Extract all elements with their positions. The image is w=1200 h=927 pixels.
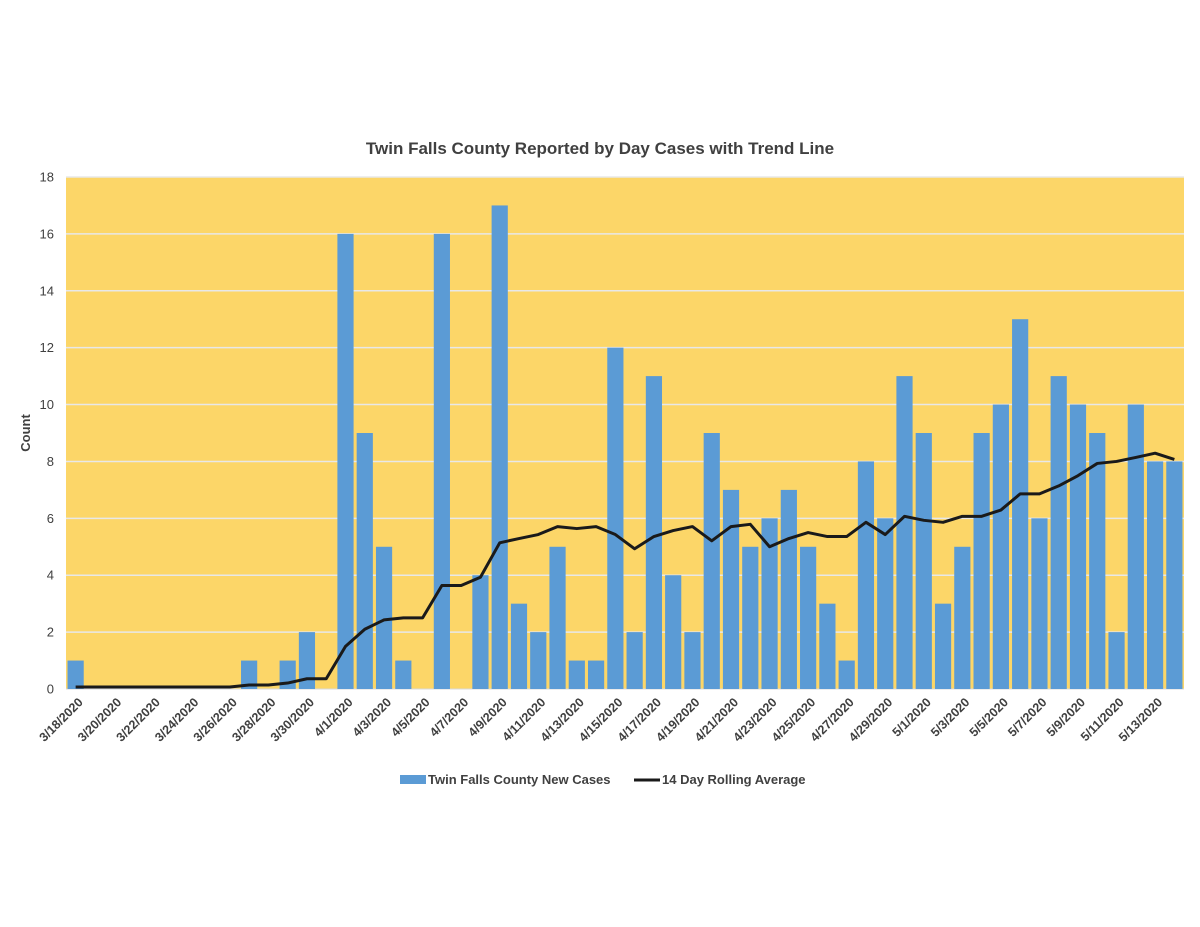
rolling-average-line xyxy=(75,451,1175,689)
bar xyxy=(530,632,547,689)
bar xyxy=(800,546,817,689)
bar xyxy=(568,660,585,689)
bar xyxy=(742,546,759,689)
bar xyxy=(395,660,412,689)
bar xyxy=(973,433,990,689)
y-tick-label: 0 xyxy=(47,682,54,697)
bar xyxy=(1069,404,1087,689)
bar xyxy=(954,546,971,689)
bar xyxy=(915,433,932,689)
bar xyxy=(722,489,740,689)
bar xyxy=(1031,518,1048,689)
bar xyxy=(241,660,258,689)
bar xyxy=(877,518,894,689)
bar xyxy=(665,575,682,689)
legend-line-label: 14 Day Rolling Average xyxy=(662,772,806,787)
x-tick-label: 5/3/2020 xyxy=(928,695,972,739)
bar xyxy=(337,233,354,689)
legend: Twin Falls County New Cases 14 Day Rolli… xyxy=(400,772,806,787)
y-tick-label: 14 xyxy=(40,283,54,298)
y-axis-label: Count xyxy=(18,414,33,452)
trend-line-series xyxy=(75,451,1175,689)
x-tick-label: 4/1/2020 xyxy=(311,695,355,739)
bar xyxy=(645,376,663,689)
x-tick-label: 5/5/2020 xyxy=(967,695,1011,739)
bar xyxy=(1089,433,1106,689)
bar xyxy=(780,489,797,689)
bar xyxy=(375,546,393,689)
bar xyxy=(298,632,316,689)
y-tick-label: 10 xyxy=(40,397,54,412)
bar xyxy=(838,660,855,689)
y-tick-label: 18 xyxy=(40,170,54,185)
x-tick-label: 4/3/2020 xyxy=(350,695,394,739)
bar xyxy=(703,433,720,689)
bar xyxy=(992,404,1009,689)
bar xyxy=(896,376,913,689)
bar xyxy=(472,575,489,689)
x-tick-label: 5/7/2020 xyxy=(1005,695,1049,739)
bar xyxy=(819,603,836,689)
bar xyxy=(587,660,605,689)
y-tick-label: 6 xyxy=(47,511,54,526)
bar xyxy=(67,660,84,689)
bar xyxy=(607,347,624,689)
bar xyxy=(934,603,952,689)
bar xyxy=(549,546,566,689)
bar xyxy=(510,603,528,689)
bar xyxy=(1146,461,1164,689)
y-tick-label: 16 xyxy=(40,226,54,241)
bar xyxy=(433,233,450,689)
x-tick-label: 5/1/2020 xyxy=(890,695,934,739)
bar xyxy=(626,632,643,689)
bar xyxy=(1108,632,1125,689)
bar xyxy=(1166,461,1183,689)
y-tick-label: 2 xyxy=(47,625,54,640)
chart-title: Twin Falls County Reported by Day Cases … xyxy=(366,139,834,158)
y-tick-label: 12 xyxy=(40,340,54,355)
legend-bar-swatch xyxy=(400,775,426,784)
bar xyxy=(857,461,875,689)
x-tick-label: 4/7/2020 xyxy=(427,695,471,739)
bar xyxy=(761,518,778,689)
bar xyxy=(1050,376,1067,689)
legend-bar-label: Twin Falls County New Cases xyxy=(428,772,611,787)
bar xyxy=(491,205,508,689)
bar xyxy=(1012,319,1029,689)
x-tick-label: 4/5/2020 xyxy=(388,695,432,739)
bar xyxy=(684,632,701,689)
y-tick-label: 8 xyxy=(47,454,54,469)
x-axis-ticks: 3/18/20203/20/20203/22/20203/24/20203/26… xyxy=(37,695,1166,744)
bar xyxy=(356,433,373,689)
y-axis-ticks: 0 2 4 6 8 10 12 14 16 18 xyxy=(40,170,54,697)
y-tick-label: 4 xyxy=(47,568,54,583)
bar xyxy=(1127,404,1144,689)
bar-series xyxy=(67,205,1183,689)
